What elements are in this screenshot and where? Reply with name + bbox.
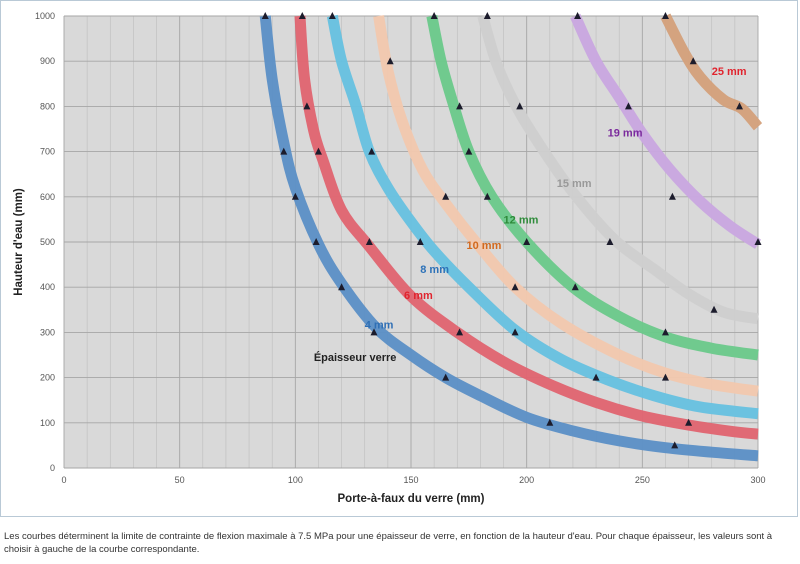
marker-4-mm: [370, 328, 378, 336]
curve-6-mm: [294, 15, 759, 440]
y-axis-title: Hauteur d'eau (mm): [13, 188, 25, 296]
marker-15-mm: [516, 102, 524, 110]
markers: [261, 12, 762, 449]
marker-12-mm: [465, 147, 473, 155]
marker-12-mm: [483, 192, 491, 200]
curve-label-4-mm: 4 mm: [365, 319, 394, 331]
y-tick-label: 700: [40, 147, 55, 157]
marker-4-mm: [546, 418, 554, 426]
marker-12-mm: [571, 283, 579, 291]
marker-8-mm: [592, 373, 600, 381]
marker-4-mm: [280, 147, 288, 155]
curve-19-mm: [570, 13, 762, 249]
curve-25-mm: [660, 13, 763, 131]
marker-6-mm: [303, 102, 311, 110]
y-tick-label: 600: [40, 192, 55, 202]
curve-label-8-mm: 8 mm: [420, 264, 449, 276]
y-tick-label: 100: [40, 418, 55, 428]
curve-label-12-mm: 12 mm: [504, 214, 539, 226]
x-tick-label: 0: [61, 475, 66, 485]
curve-4-mm: [259, 15, 759, 462]
curve-label-6-mm: 6 mm: [404, 290, 433, 302]
marker-25-mm: [661, 12, 669, 19]
marker-15-mm: [606, 238, 614, 245]
curve-label-19-mm: 19 mm: [608, 128, 643, 140]
curve-label-25-mm: 25 mm: [712, 66, 747, 78]
marker-6-mm: [365, 238, 373, 245]
chart-svg: 4 mm 6 mm 8 mm 10 mm 12 mm 15 mm 19 mm 25 mm 0 5…: [13, 11, 766, 505]
marker-12-mm: [523, 238, 531, 245]
x-tick-label: 100: [288, 475, 303, 485]
chart-frame: 4 mm 6 mm 8 mm 10 mm 12 mm 15 mm 19 mm 25 mm 0 5…: [0, 0, 798, 517]
marker-6-mm: [298, 12, 306, 19]
y-tick-label: 0: [50, 463, 55, 473]
marker-19-mm: [668, 192, 676, 200]
y-tick-label: 1000: [35, 11, 55, 21]
marker-4-mm: [312, 238, 320, 245]
marker-19-mm: [624, 102, 632, 110]
x-tick-labels: 0 50 100 150 200 250 300: [61, 475, 765, 485]
marker-4-mm: [671, 441, 679, 449]
x-tick-label: 50: [175, 475, 185, 485]
y-tick-labels: 0 100 200 300 400 500 600 700 800 900 1000: [35, 11, 55, 473]
marker-10-mm: [386, 57, 394, 65]
marker-4-mm: [291, 192, 299, 200]
marker-4-mm: [442, 373, 450, 381]
curve-10-mm: [373, 15, 759, 397]
marker-15-mm: [483, 12, 491, 19]
curve-labels: 4 mm 6 mm 8 mm 10 mm 12 mm 15 mm 19 mm 25 mm: [365, 66, 747, 331]
y-tick-label: 900: [40, 56, 55, 66]
marker-8-mm: [511, 328, 519, 336]
x-tick-label: 300: [750, 475, 765, 485]
marker-19-mm: [754, 238, 762, 245]
marker-25-mm: [689, 57, 697, 65]
x-tick-label: 250: [635, 475, 650, 485]
annotation-text: Épaisseur verre: [314, 351, 397, 364]
curve-label-10-mm: 10 mm: [467, 240, 502, 252]
marker-10-mm: [511, 283, 519, 291]
curve-8-mm: [326, 14, 759, 420]
y-tick-label: 300: [40, 327, 55, 337]
curve-label-15-mm: 15 mm: [557, 178, 592, 190]
x-tick-label: 200: [519, 475, 534, 485]
marker-6-mm: [314, 147, 322, 155]
marker-8-mm: [328, 12, 336, 19]
marker-10-mm: [442, 192, 450, 200]
figure-caption: Les courbes déterminent la limite de con…: [4, 531, 773, 555]
marker-6-mm: [685, 418, 693, 426]
x-tick-label: 150: [403, 475, 418, 485]
marker-10-mm: [661, 373, 669, 381]
y-tick-label: 800: [40, 101, 55, 111]
marker-8-mm: [416, 238, 424, 245]
marker-12-mm: [456, 102, 464, 110]
marker-25-mm: [735, 102, 743, 110]
curve-15-mm: [477, 14, 760, 325]
y-tick-label: 400: [40, 282, 55, 292]
marker-4-mm: [338, 283, 346, 291]
x-axis-title: Porte-à-faux du verre (mm): [338, 493, 485, 505]
y-tick-label: 500: [40, 237, 55, 247]
marker-12-mm: [661, 328, 669, 336]
marker-6-mm: [456, 328, 464, 336]
marker-4-mm: [261, 12, 269, 19]
marker-19-mm: [574, 12, 582, 19]
marker-12-mm: [430, 12, 438, 19]
marker-8-mm: [368, 147, 376, 155]
y-tick-label: 200: [40, 373, 55, 383]
marker-15-mm: [710, 305, 718, 313]
